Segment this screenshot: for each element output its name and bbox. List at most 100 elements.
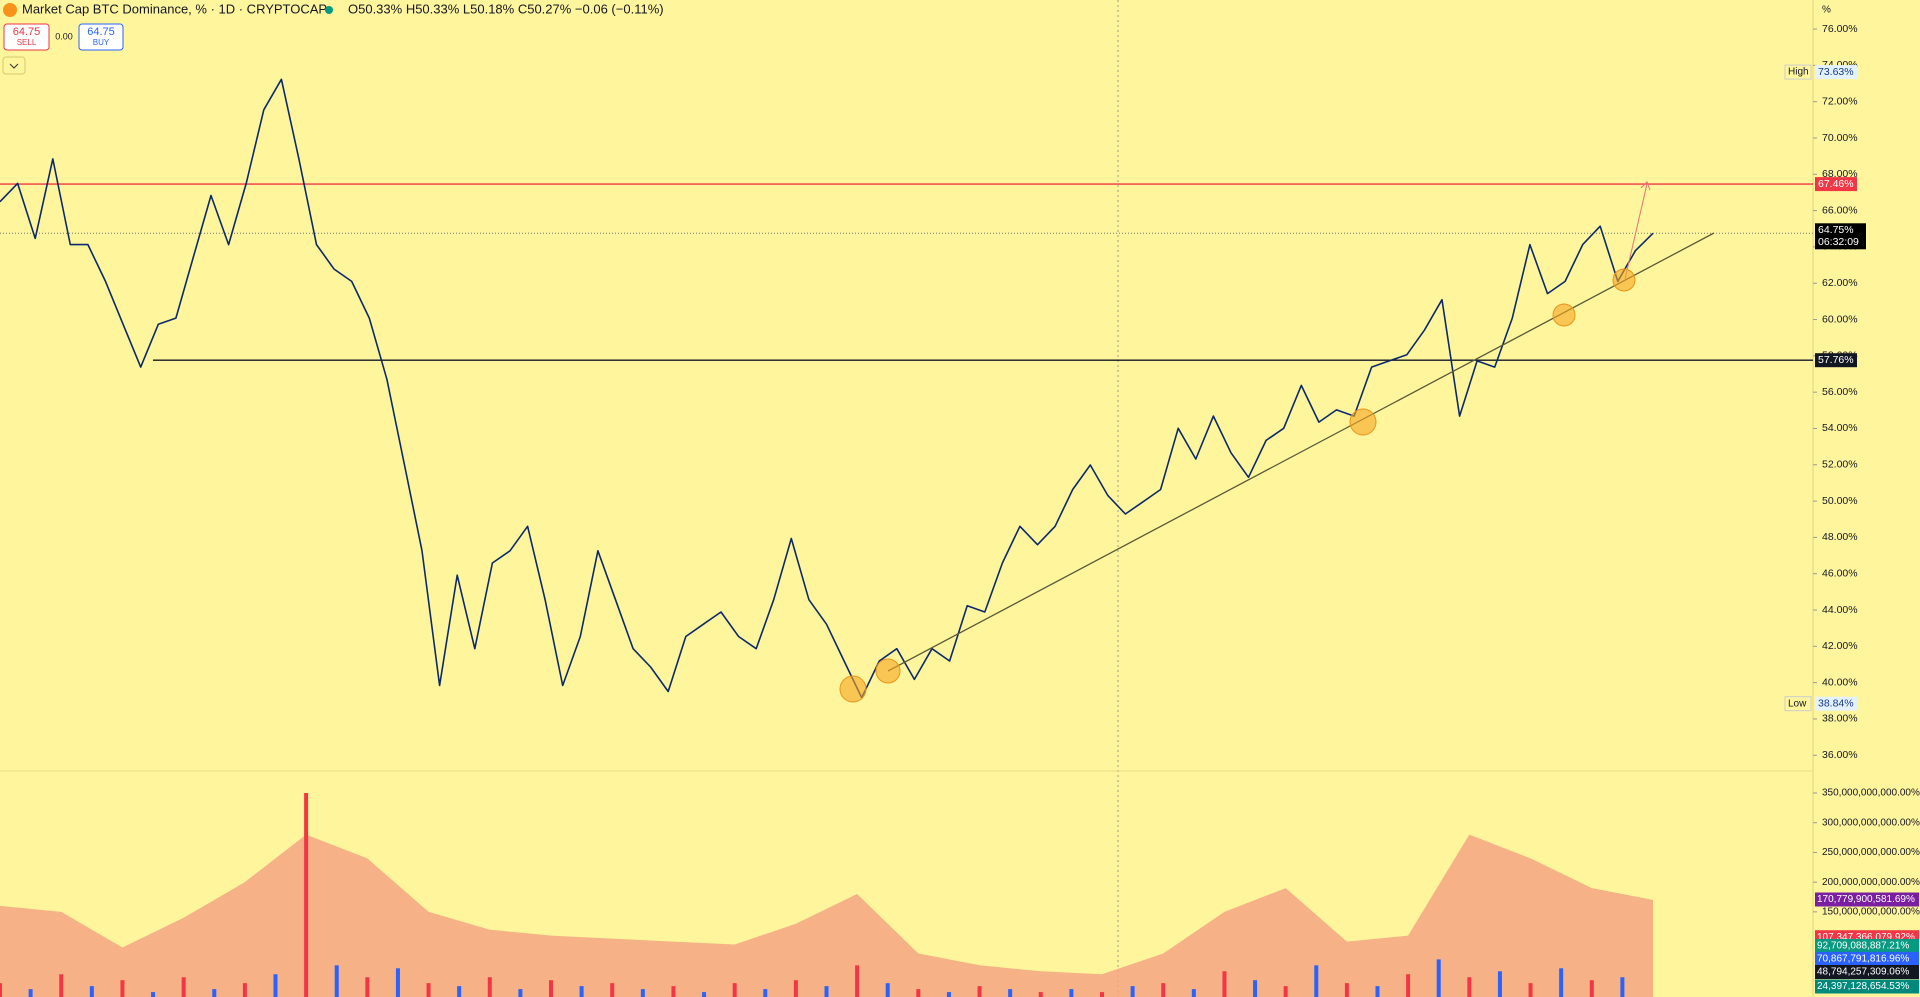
volume-bar [1222,971,1227,997]
y-tick-label: 48.00% [1822,531,1858,543]
volume-bar [732,983,737,997]
sell-button[interactable] [3,23,50,51]
low-label: 38.84% [1818,697,1854,709]
status-dot [325,6,333,14]
y-tick-label: 42.00% [1822,640,1858,652]
marker [875,658,901,684]
volume-area [0,834,1653,997]
volume-tag-label: 92,709,088,887.21% [1817,941,1909,952]
marker [1552,303,1576,327]
volume-bar [395,968,400,997]
buy-button[interactable] [78,23,124,51]
volume-bar [120,980,125,997]
low-tag [1815,696,1857,711]
volume-tick-label: 350,000,000,000.00% [1822,788,1920,799]
y-tick-label: 72.00% [1822,95,1858,107]
high-tag [1815,65,1857,80]
volume-bar [1038,992,1043,997]
volume-tick-label: 150,000,000,000.00% [1822,906,1920,917]
volume-bar [1620,977,1625,997]
collapse-button[interactable] [2,56,26,75]
volume-bar [1253,980,1258,997]
volume-bar [1283,986,1288,997]
volume-bar [1008,989,1013,997]
volume-bar [1314,965,1319,997]
low-name-tag [1784,696,1812,712]
volume-bar [59,974,64,997]
spread: 0.00 [55,31,73,41]
y-tick-label: 40.00% [1822,676,1858,688]
y-tick-label: 50.00% [1822,495,1858,507]
y-tick-label: 38.00% [1822,713,1858,725]
marker [1349,408,1377,436]
volume-bar [885,983,890,997]
level-tag [1815,177,1857,192]
high-name-tag [1784,64,1812,80]
volume-bar [0,983,2,997]
btc-icon [3,3,17,17]
volume-bar [426,983,431,997]
y-tick-label: 56.00% [1822,386,1858,398]
price-line [0,78,1654,699]
volume-bar [1069,989,1074,997]
volume-bar [1100,992,1104,997]
volume-bar [763,989,768,997]
y-tick-label: 46.00% [1822,567,1858,579]
volume-bar [151,992,156,997]
volume-tag [1815,979,1919,994]
volume-bar [1344,983,1349,997]
volume-bar [1528,983,1533,997]
volume-bar [457,986,462,997]
volume-bar [1436,959,1441,997]
volume-pane [0,792,1653,997]
countdown: 06:32:09 [1818,236,1859,248]
volume-tag [1815,938,1919,953]
volume-bar [579,986,584,997]
volume-tick-label: 300,000,000,000.00% [1822,817,1920,828]
volume-bar [916,989,921,997]
marker [839,675,867,703]
volume-tick-label: 200,000,000,000.00% [1822,877,1920,888]
volume-bar [640,989,645,997]
volume-bar [610,983,615,997]
volume-tick-label: 250,000,000,000.00% [1822,847,1920,858]
volume-bar [28,989,33,997]
volume-bar [1191,989,1196,997]
y-tick-label: 66.00% [1822,204,1858,216]
price-pane [0,78,1813,699]
volume-bar [946,992,951,997]
arrow [1624,183,1648,280]
y-tick-label: 60.00% [1822,313,1858,325]
axis-unit: % [1822,5,1831,16]
volume-bar [181,977,186,997]
volume-bar [334,965,339,997]
volume-tag [1815,951,1919,966]
volume-bar [1406,974,1411,997]
volume-bar [793,980,798,997]
volume-bar [1497,971,1502,997]
buy-price: 64.75 [87,26,115,38]
markers [839,268,1636,703]
volume-bar [1375,986,1380,997]
volume-bar [1589,980,1594,997]
volume-bar [977,986,982,997]
last-tag [1815,223,1866,250]
volume-bar [518,989,523,997]
volume-bar [365,977,370,997]
volume-tag-label: 170,779,900,581.69% [1817,894,1915,905]
symbol-title: Market Cap BTC Dominance, % · 1D · CRYPT… [22,1,327,16]
volume-bar [824,986,829,997]
volume-bar [549,980,553,997]
volume-bar [212,989,217,997]
y-tick-label: 36.00% [1822,749,1858,761]
sell-price: 64.75 [13,26,41,38]
y-tick-label: 76.00% [1822,23,1858,35]
last-label: 64.75% [1818,224,1854,236]
low-name: Low [1788,698,1807,709]
volume-bar [1559,968,1564,997]
volume-tag [1815,965,1919,980]
chevron [9,63,19,69]
buy-label: BUY [93,38,110,47]
